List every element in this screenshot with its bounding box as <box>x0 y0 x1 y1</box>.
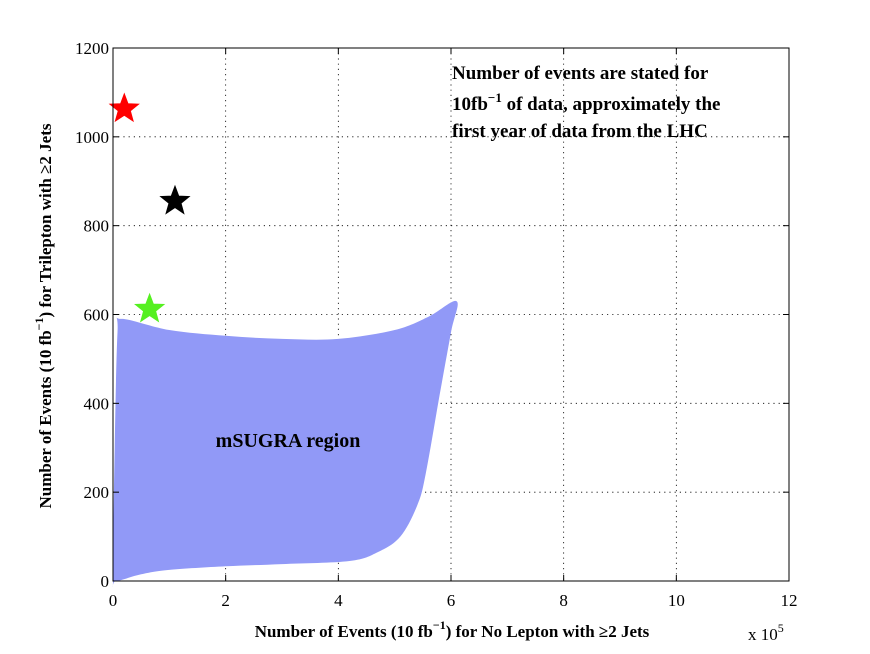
x-tick-label: 8 <box>559 591 568 610</box>
x-axis-label-main: Number of Events (10 fb <box>255 622 433 641</box>
tick-layer: 0 2 4 6 8 10 12 0 200 400 600 800 1000 1200 <box>75 39 798 610</box>
annotation-line-2: 10fb−1 of data, approximately the <box>452 90 721 115</box>
y-tick-label: 1200 <box>75 39 109 58</box>
x-multiplier-base: x 10 <box>748 625 778 644</box>
annotation-line-2b: of data, approximately the <box>502 94 721 115</box>
annotation-line-1: Number of events are stated for <box>452 63 709 84</box>
y-axis-label-sup: −1 <box>32 317 46 330</box>
region-label: mSUGRA region <box>216 430 361 452</box>
green-star-marker <box>134 292 166 323</box>
x-tick-label: 10 <box>668 591 685 610</box>
x-axis-label-sup: −1 <box>433 618 446 632</box>
x-axis-label-rest: ) for No Lepton with ≥2 Jets <box>446 622 650 641</box>
y-tick-label: 600 <box>84 306 110 325</box>
y-tick-label: 0 <box>101 572 110 591</box>
x-axis-label: Number of Events (10 fb−1) for No Lepton… <box>255 618 650 641</box>
red-star-marker <box>108 92 140 123</box>
x-multiplier: x 105 <box>748 621 784 644</box>
annotation-line-2a: 10fb <box>452 94 488 115</box>
msugra-region <box>112 300 458 588</box>
annotation-line-3: first year of data from the LHC <box>452 121 708 142</box>
y-axis-label: Number of Events (10 fb−1) for Trilepton… <box>32 123 55 508</box>
y-tick-label: 200 <box>84 483 110 502</box>
x-tick-label: 4 <box>334 591 343 610</box>
black-star-marker <box>159 184 191 215</box>
y-axis-label-main: Number of Events (10 fb <box>36 330 55 508</box>
y-tick-label: 800 <box>84 217 110 236</box>
annotation: Number of events are stated for 10fb−1 o… <box>452 63 721 142</box>
x-multiplier-exp: 5 <box>778 621 784 635</box>
annotation-line-2-sup: −1 <box>488 90 502 105</box>
x-tick-label: 6 <box>447 591 456 610</box>
x-tick-label: 0 <box>109 591 118 610</box>
y-tick-label: 1000 <box>75 128 109 147</box>
x-tick-label: 12 <box>781 591 798 610</box>
y-tick-label: 400 <box>84 394 110 413</box>
x-tick-label: 2 <box>221 591 230 610</box>
y-axis-label-rest: ) for Trilepton with ≥2 Jets <box>36 123 55 317</box>
marker-layer <box>108 92 191 323</box>
